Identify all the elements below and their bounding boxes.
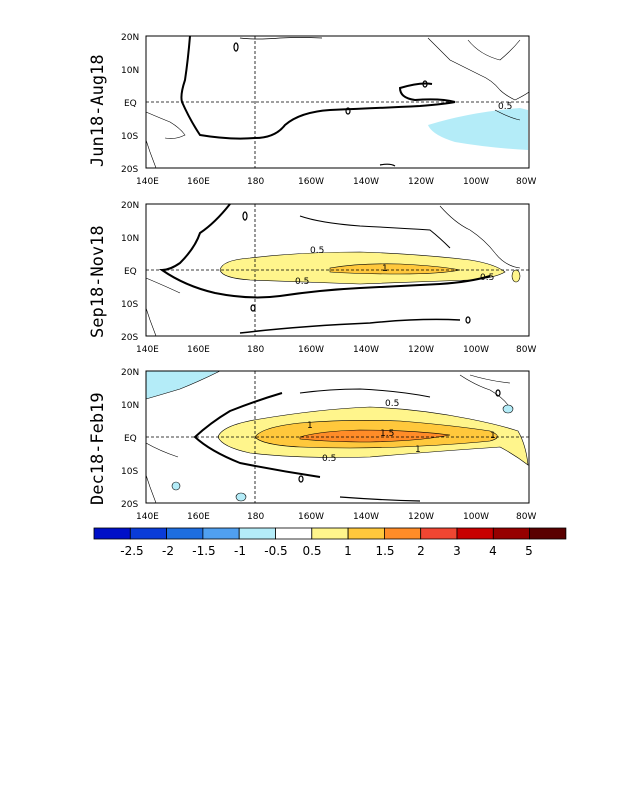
- colorbar-labels: -2.5 -2 -1.5 -1 -0.5 0.5 1 1.5 2 3 4 5: [120, 544, 533, 558]
- svg-text:20S: 20S: [121, 165, 138, 175]
- positive-anomaly-region: [329, 263, 461, 275]
- svg-text:120W: 120W: [408, 177, 434, 187]
- svg-text:10N: 10N: [121, 401, 139, 411]
- colorbar-box: [383, 527, 422, 540]
- svg-text:80W: 80W: [516, 177, 536, 187]
- svg-text:EQ: EQ: [124, 267, 137, 277]
- colorbar-label: 5: [525, 544, 533, 558]
- map-plot: 0.5 1 1.5 1 1 0.5 20N 10N EQ 10S 20S 140…: [121, 368, 536, 522]
- colorbar-box: [275, 527, 313, 540]
- colorbar-box: [93, 527, 131, 540]
- colorbar-label: -0.5: [264, 544, 287, 558]
- map-plot: 0.5 1 0.5 0.5 20N 10N EQ 10S 20S 140E 16…: [121, 201, 536, 355]
- svg-text:160E: 160E: [187, 177, 210, 187]
- negative-anomaly-region: [145, 370, 221, 400]
- colorbar-box: [456, 527, 494, 540]
- colorbar-label: -1.5: [192, 544, 215, 558]
- colorbar-box: [420, 527, 458, 540]
- colorbar-label: 3: [453, 544, 461, 558]
- svg-text:80W: 80W: [516, 512, 536, 522]
- lat-ticks: 20N 10N EQ 10S 20S: [121, 33, 139, 175]
- colorbar-boxes: [93, 527, 567, 540]
- contour-label: 0.5: [310, 246, 324, 256]
- svg-text:10N: 10N: [121, 234, 139, 244]
- colorbar-box: [347, 527, 385, 540]
- contour-label: 1: [490, 431, 496, 441]
- svg-text:100W: 100W: [463, 177, 489, 187]
- contour-label: 0.5: [295, 277, 309, 287]
- svg-text:140E: 140E: [136, 512, 159, 522]
- negative-anomaly-region: [428, 108, 528, 150]
- contour-label: 0.5: [480, 273, 494, 283]
- svg-text:140E: 140E: [136, 177, 159, 187]
- colorbar-label: 1: [344, 544, 352, 558]
- contour-label: 1.5: [380, 429, 394, 439]
- svg-text:20N: 20N: [121, 33, 139, 43]
- svg-text:100W: 100W: [463, 512, 489, 522]
- contour-label: 0.5: [498, 102, 512, 112]
- colorbar-label: 2: [417, 544, 425, 558]
- svg-text:180: 180: [247, 512, 264, 522]
- panel-jun-aug: Jun18-Aug18 0.5 20N 10N EQ 10S 20S 140E: [0, 0, 618, 200]
- colorbar-label: 0.5: [302, 544, 321, 558]
- svg-text:180: 180: [247, 345, 264, 355]
- svg-text:20N: 20N: [121, 368, 139, 378]
- colorbar-label: -2: [162, 544, 174, 558]
- contour-label: 1: [382, 264, 388, 274]
- svg-text:100W: 100W: [463, 345, 489, 355]
- panel-sep-nov: Sep18-Nov18 0.5 1 0.5 0.5 20N 10N EQ 10S…: [0, 168, 618, 368]
- svg-text:160W: 160W: [298, 177, 324, 187]
- svg-text:20S: 20S: [121, 333, 138, 343]
- contour-label: 0.5: [322, 454, 336, 464]
- colorbar: -2.5 -2 -1.5 -1 -0.5 0.5 1 1.5 2 3 4 5: [93, 527, 567, 558]
- colorbar-box: [166, 527, 204, 540]
- svg-text:20N: 20N: [121, 201, 139, 211]
- svg-text:EQ: EQ: [124, 434, 137, 444]
- colorbar-label: -2.5: [120, 544, 143, 558]
- svg-text:160E: 160E: [187, 345, 210, 355]
- svg-text:80W: 80W: [516, 345, 536, 355]
- svg-text:140E: 140E: [136, 345, 159, 355]
- contour-label: 1: [307, 421, 313, 431]
- svg-text:10S: 10S: [121, 467, 138, 477]
- svg-text:10S: 10S: [121, 132, 138, 142]
- svg-text:160W: 160W: [298, 512, 324, 522]
- colorbar-box: [311, 527, 349, 540]
- svg-text:140W: 140W: [353, 177, 379, 187]
- lon-ticks: 140E 160E 180 160W 140W 120W 100W 80W: [136, 177, 536, 187]
- svg-text:160E: 160E: [187, 512, 210, 522]
- svg-text:EQ: EQ: [124, 99, 137, 109]
- lat-ticks: 20N 10N EQ 10S 20S: [121, 368, 139, 510]
- colorbar-label: -1: [234, 544, 246, 558]
- svg-text:140W: 140W: [353, 512, 379, 522]
- colorbar-box: [529, 527, 567, 540]
- colorbar-box: [129, 527, 168, 540]
- contour-label: 0.5: [385, 399, 399, 409]
- colorbar-box: [238, 527, 276, 540]
- contour-label: 1: [415, 445, 421, 455]
- svg-text:10N: 10N: [121, 66, 139, 76]
- lon-ticks: 140E 160E 180 160W 140W 120W 100W 80W: [136, 345, 536, 355]
- colorbar-box: [202, 527, 240, 540]
- colorbar-label: 4: [489, 544, 497, 558]
- lat-ticks: 20N 10N EQ 10S 20S: [121, 201, 139, 343]
- panel-dec-feb: Dec18-Feb19 0.5 1 1.5 1 1 0.5 20N 10N EQ…: [0, 335, 618, 535]
- lon-ticks: 140E 160E 180 160W 140W 120W 100W 80W: [136, 512, 536, 522]
- svg-text:180: 180: [247, 177, 264, 187]
- positive-anomaly-region: [299, 429, 451, 443]
- svg-text:160W: 160W: [298, 345, 324, 355]
- svg-text:120W: 120W: [408, 345, 434, 355]
- colorbar-label: 1.5: [375, 544, 394, 558]
- svg-text:20S: 20S: [121, 500, 138, 510]
- svg-text:120W: 120W: [408, 512, 434, 522]
- svg-text:140W: 140W: [353, 345, 379, 355]
- map-plot: 0.5 20N 10N EQ 10S 20S 140E 160E 180 160…: [121, 33, 536, 187]
- svg-text:10S: 10S: [121, 300, 138, 310]
- colorbar-box: [492, 527, 530, 540]
